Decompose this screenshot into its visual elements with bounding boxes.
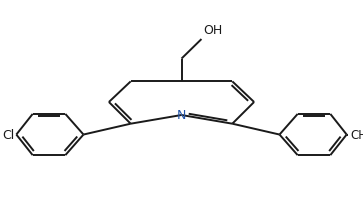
Text: Cl: Cl — [2, 129, 14, 142]
Text: CH₃: CH₃ — [350, 129, 363, 142]
Text: OH: OH — [203, 24, 223, 37]
Text: N: N — [177, 109, 186, 122]
